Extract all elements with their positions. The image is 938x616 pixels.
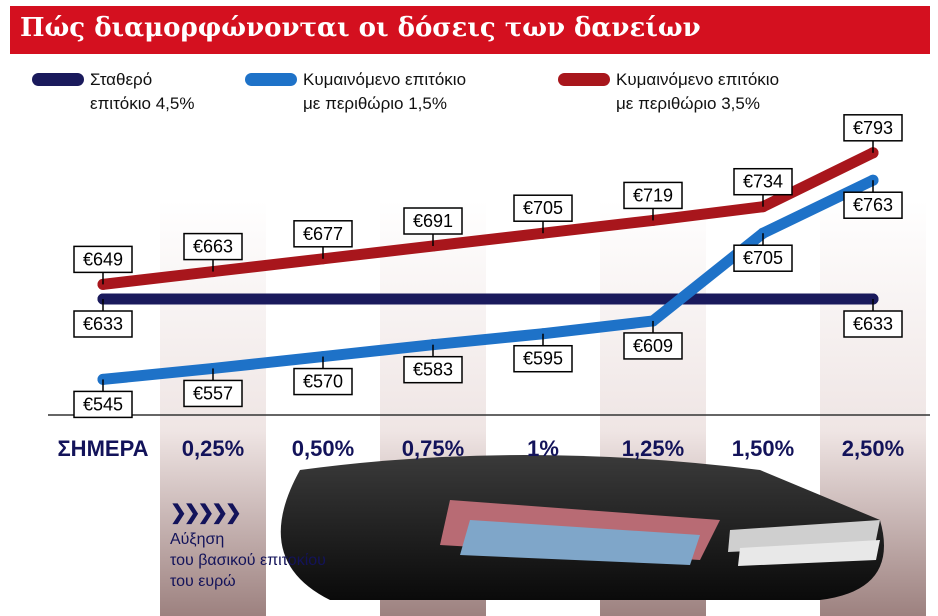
legend-swatch-variable-1-5 (245, 73, 297, 86)
value-label-variable-3-5: €793 (843, 114, 903, 153)
legend-label-variable-1-5-line2: με περιθώριο 1,5% (303, 94, 447, 113)
legend-label-variable-3-5-line1: Κυμαινόμενο επιτόκιο (616, 70, 780, 89)
value-label-text: €557 (193, 383, 233, 403)
value-label-variable-1-5: €763 (843, 180, 903, 219)
x-tick-label: 0,50% (292, 436, 354, 461)
legend-label-fixed-line1: Σταθερό (90, 70, 153, 89)
caption-line3: του ευρώ (170, 573, 236, 590)
x-tick-label: 0,75% (402, 436, 464, 461)
value-label-fixed: €633 (843, 299, 903, 338)
x-tick-label: 1% (527, 436, 559, 461)
value-label-text: €583 (413, 360, 453, 380)
x-tick-label: 2,50% (842, 436, 904, 461)
value-label-variable-1-5: €583 (403, 344, 463, 384)
value-label-text: €633 (83, 314, 123, 334)
value-label-variable-1-5: €595 (513, 333, 573, 373)
x-tick-label: 1,50% (732, 436, 794, 461)
legend-label-fixed: Σταθερό επιτόκιο 4,5% (90, 68, 194, 116)
legend-swatch-variable-3-5 (558, 73, 610, 86)
caption-line1: Αύξηση (170, 531, 225, 548)
value-label-text: €545 (83, 394, 123, 414)
value-label-text: €677 (303, 224, 343, 244)
caption: ❯❯❯❯❯ Αύξηση του βασικού επιτοκίου του ε… (170, 500, 390, 592)
legend-label-variable-1-5-line1: Κυμαινόμενο επιτόκιο (303, 70, 467, 89)
legend-label-variable-1-5: Κυμαινόμενο επιτόκιο με περιθώριο 1,5% (303, 68, 466, 116)
value-label-text: €633 (853, 314, 893, 334)
value-label-variable-1-5: €609 (623, 320, 683, 360)
value-label-variable-3-5: €734 (733, 167, 793, 207)
legend-label-fixed-line2: επιτόκιο 4,5% (90, 94, 195, 113)
value-label-variable-1-5: €557 (183, 368, 243, 408)
value-label-variable-1-5: €545 (73, 379, 133, 419)
value-label-text: €691 (413, 211, 453, 231)
value-label-text: €705 (523, 198, 563, 218)
value-label-variable-3-5: €663 (183, 232, 243, 272)
legend-label-variable-3-5: Κυμαινόμενο επιτόκιο με περιθώριο 3,5% (616, 68, 779, 116)
value-label-variable-3-5: €705 (513, 194, 573, 234)
chevrons-icon: ❯❯❯❯❯ (170, 502, 242, 524)
x-tick-label: 1,25% (622, 436, 684, 461)
page-title: Πώς διαμορφώνονται οι δόσεις των δανείων (20, 13, 701, 43)
value-label-variable-3-5: €691 (403, 207, 463, 247)
wallet-illustration (280, 455, 884, 600)
legend-swatch-fixed (32, 73, 84, 86)
header-banner: Πώς διαμορφώνονται οι δόσεις των δανείων (10, 6, 930, 54)
value-label-variable-3-5: €677 (293, 220, 353, 259)
value-label-text: €663 (193, 237, 233, 257)
x-tick-label: ΣΗΜΕΡΑ (57, 436, 148, 461)
value-label-variable-3-5: €649 (73, 245, 133, 285)
value-label-text: €609 (633, 336, 673, 356)
value-label-variable-1-5: €570 (293, 356, 353, 396)
value-label-text: €719 (633, 185, 673, 205)
value-label-fixed: €633 (73, 299, 133, 338)
value-label-text: €595 (523, 349, 563, 369)
caption-line2: του βασικού επιτοκίου (170, 552, 326, 569)
value-label-variable-1-5: €705 (733, 233, 793, 272)
series-line-variable-3-5 (97, 147, 879, 290)
value-label-text: €570 (303, 372, 343, 392)
value-label-variable-3-5: €719 (623, 181, 683, 221)
value-label-text: €763 (853, 195, 893, 215)
value-label-text: €705 (743, 248, 783, 268)
value-label-text: €793 (853, 118, 893, 138)
legend-label-variable-3-5-line2: με περιθώριο 3,5% (616, 94, 760, 113)
value-label-text: €734 (743, 172, 783, 192)
x-tick-label: 0,25% (182, 436, 244, 461)
value-label-text: €649 (83, 249, 123, 269)
